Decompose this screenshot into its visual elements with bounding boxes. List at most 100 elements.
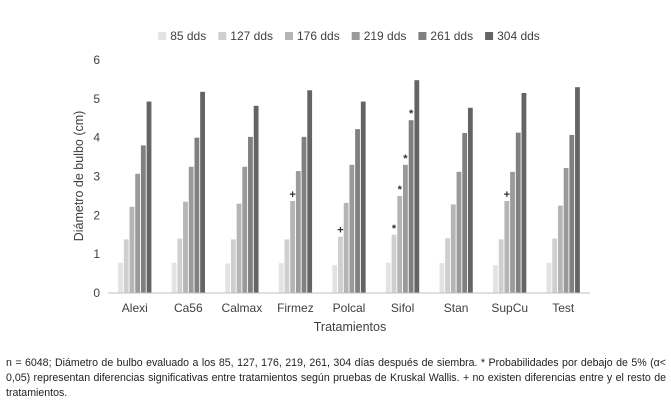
bar-firmez-85-dds bbox=[278, 263, 284, 293]
y-tick-label: 3 bbox=[93, 170, 100, 184]
bar-ca56-85-dds bbox=[171, 262, 177, 293]
significance-marker: * bbox=[392, 223, 397, 235]
bar-sifol-261-dds bbox=[408, 120, 414, 293]
x-category-label: Ca56 bbox=[174, 301, 203, 315]
bar-polcal-127-dds bbox=[338, 236, 343, 293]
legend-item: 261 dds bbox=[418, 29, 473, 43]
bar-firmez-261-dds bbox=[301, 136, 307, 293]
bar-polcal-304-dds bbox=[360, 101, 366, 293]
bar-calmax-127-dds bbox=[230, 239, 236, 293]
bar-alexi-261-dds bbox=[140, 145, 146, 293]
y-axis-tick-labels: 0 1 2 3 4 5 6 bbox=[93, 53, 100, 300]
bar-supcu-176-dds bbox=[504, 200, 510, 293]
legend-item: 304 dds bbox=[485, 29, 540, 43]
bar-stan-219-dds bbox=[456, 171, 462, 293]
x-category-label: Stan bbox=[444, 301, 469, 315]
x-axis-title: Tratamientos bbox=[314, 320, 386, 334]
bulb-diameter-bar-chart: 85 dds 127 dds 176 dds 219 dds 261 dds 304 dd… bbox=[72, 29, 590, 334]
bar-stan-304-dds bbox=[467, 107, 473, 294]
bar-supcu-85-dds bbox=[493, 265, 498, 293]
y-tick-label: 1 bbox=[93, 247, 100, 261]
chart-legend: 85 dds 127 dds 176 dds 219 dds 261 dds 304 dd… bbox=[158, 29, 540, 43]
legend-label: 219 dds bbox=[364, 29, 407, 43]
legend-swatch bbox=[285, 32, 293, 40]
legend-item: 127 dds bbox=[218, 29, 273, 43]
bar-stan-85-dds bbox=[439, 263, 445, 293]
bar-test-219-dds bbox=[563, 167, 569, 293]
bar-stan-261-dds bbox=[462, 133, 468, 293]
y-tick-label: 2 bbox=[93, 208, 100, 222]
bar-stan-127-dds bbox=[445, 238, 450, 293]
bar-sifol-176-dds bbox=[397, 195, 403, 293]
legend-item: 176 dds bbox=[285, 29, 340, 43]
legend-label: 127 dds bbox=[230, 29, 273, 43]
x-category-label: Firmez bbox=[277, 301, 314, 315]
y-tick-label: 5 bbox=[93, 92, 100, 106]
bar-test-261-dds bbox=[569, 134, 575, 293]
x-category-label: SupCu bbox=[491, 301, 528, 315]
x-category-label: Alexi bbox=[122, 301, 148, 315]
bar-calmax-219-dds bbox=[242, 166, 248, 293]
bar-sifol-127-dds bbox=[391, 234, 397, 293]
significance-annotations: + + * * * * + bbox=[289, 108, 510, 237]
legend-swatch bbox=[158, 32, 167, 40]
figure-caption: n = 6048; Diámetro de bulbo evaluado a l… bbox=[6, 357, 666, 399]
significance-marker: + bbox=[504, 189, 510, 201]
x-category-label: Test bbox=[552, 301, 575, 315]
x-category-label: Sifol bbox=[391, 301, 414, 315]
significance-marker: + bbox=[337, 225, 343, 237]
bar-polcal-219-dds bbox=[349, 164, 355, 293]
significance-marker: + bbox=[289, 189, 295, 201]
bar-polcal-261-dds bbox=[355, 129, 360, 293]
legend-label: 85 dds bbox=[170, 29, 206, 43]
bar-firmez-127-dds bbox=[284, 239, 290, 293]
bar-calmax-85-dds bbox=[225, 263, 231, 293]
bar-ca56-127-dds bbox=[177, 238, 183, 293]
bar-alexi-85-dds bbox=[118, 262, 123, 293]
legend-item: 219 dds bbox=[351, 29, 407, 43]
legend-label: 261 dds bbox=[430, 29, 473, 43]
x-category-label: Polcal bbox=[333, 301, 366, 315]
bar-ca56-261-dds bbox=[194, 137, 200, 293]
y-tick-label: 4 bbox=[93, 131, 100, 145]
bar-series-group bbox=[118, 80, 580, 294]
bar-firmez-176-dds bbox=[290, 200, 295, 293]
y-axis-title: Diámetro de bulbo (cm) bbox=[72, 111, 86, 242]
y-tick-label: 6 bbox=[93, 53, 100, 67]
significance-marker: * bbox=[398, 184, 403, 196]
bar-ca56-219-dds bbox=[188, 166, 194, 293]
bar-alexi-127-dds bbox=[123, 239, 129, 293]
bar-ca56-176-dds bbox=[183, 201, 188, 293]
bar-supcu-127-dds bbox=[498, 239, 504, 293]
bar-stan-176-dds bbox=[450, 204, 456, 293]
bar-test-176-dds bbox=[557, 205, 563, 294]
bar-alexi-219-dds bbox=[135, 173, 141, 293]
legend-label: 304 dds bbox=[497, 29, 540, 43]
bar-test-85-dds bbox=[546, 262, 552, 293]
legend-swatch bbox=[485, 32, 494, 40]
x-category-label: Calmax bbox=[222, 301, 263, 315]
bar-calmax-176-dds bbox=[236, 203, 242, 293]
bar-test-304-dds bbox=[575, 87, 580, 294]
bar-calmax-261-dds bbox=[248, 136, 253, 293]
bar-sifol-219-dds bbox=[403, 164, 408, 293]
bar-firmez-219-dds bbox=[295, 171, 301, 293]
bar-alexi-176-dds bbox=[129, 206, 135, 293]
bar-ca56-304-dds bbox=[200, 91, 205, 293]
legend-label: 176 dds bbox=[297, 29, 340, 43]
bar-sifol-85-dds bbox=[385, 262, 391, 293]
legend-swatch bbox=[218, 32, 227, 40]
legend-swatch bbox=[418, 32, 427, 40]
significance-marker: * bbox=[409, 108, 414, 120]
significance-marker: * bbox=[403, 153, 408, 165]
bar-polcal-85-dds bbox=[332, 265, 338, 293]
legend-swatch bbox=[351, 32, 360, 40]
legend-item: 85 dds bbox=[158, 29, 206, 43]
bar-supcu-219-dds bbox=[510, 171, 515, 293]
x-axis-category-labels: Alexi Ca56 Calmax Firmez Polcal Sifol Stan SupC… bbox=[122, 301, 575, 315]
y-tick-label: 0 bbox=[93, 286, 100, 300]
bar-test-127-dds bbox=[552, 238, 558, 293]
bar-firmez-304-dds bbox=[307, 90, 313, 293]
bar-supcu-304-dds bbox=[521, 93, 527, 293]
bar-sifol-304-dds bbox=[414, 80, 420, 293]
